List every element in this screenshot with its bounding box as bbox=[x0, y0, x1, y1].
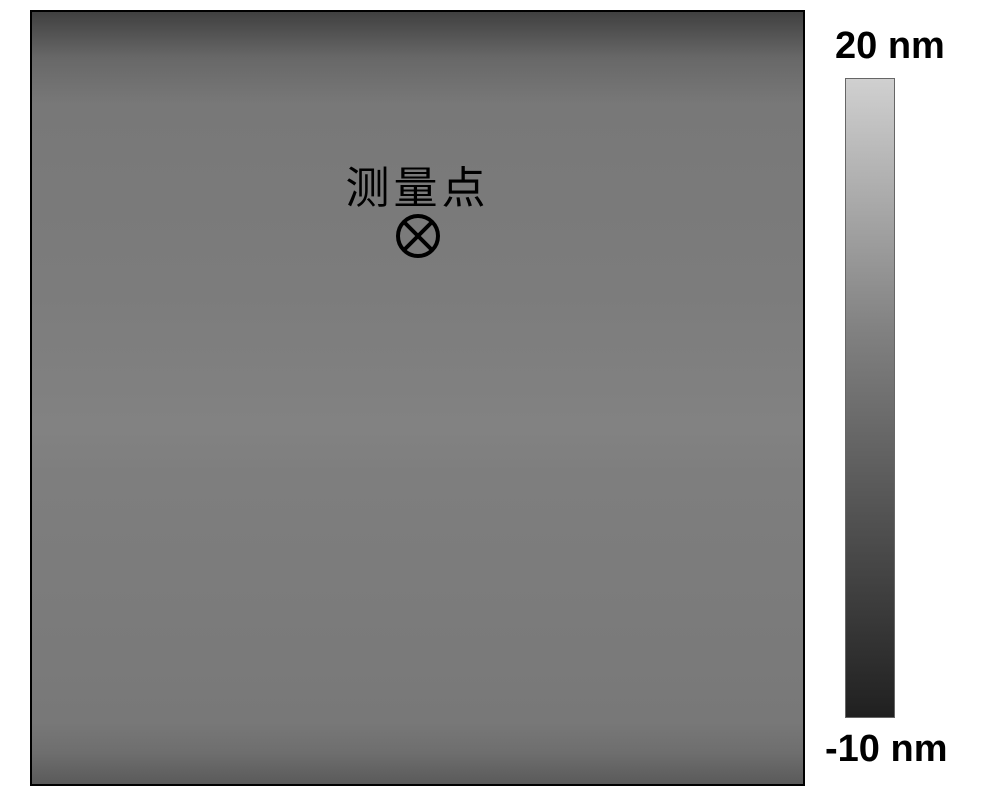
heatmap-gradient bbox=[32, 12, 803, 784]
measurement-point-marker-icon bbox=[394, 212, 442, 260]
colorbar-gradient bbox=[845, 78, 895, 718]
main-container: 测量点 20 nm -10 nm bbox=[0, 0, 1000, 796]
colorbar-max-label: 20 nm bbox=[835, 25, 947, 68]
colorbar-container: 20 nm -10 nm bbox=[825, 10, 947, 786]
colorbar-min-label: -10 nm bbox=[825, 728, 947, 771]
heatmap-image: 测量点 bbox=[30, 10, 805, 786]
measurement-point-label: 测量点 bbox=[346, 152, 490, 216]
